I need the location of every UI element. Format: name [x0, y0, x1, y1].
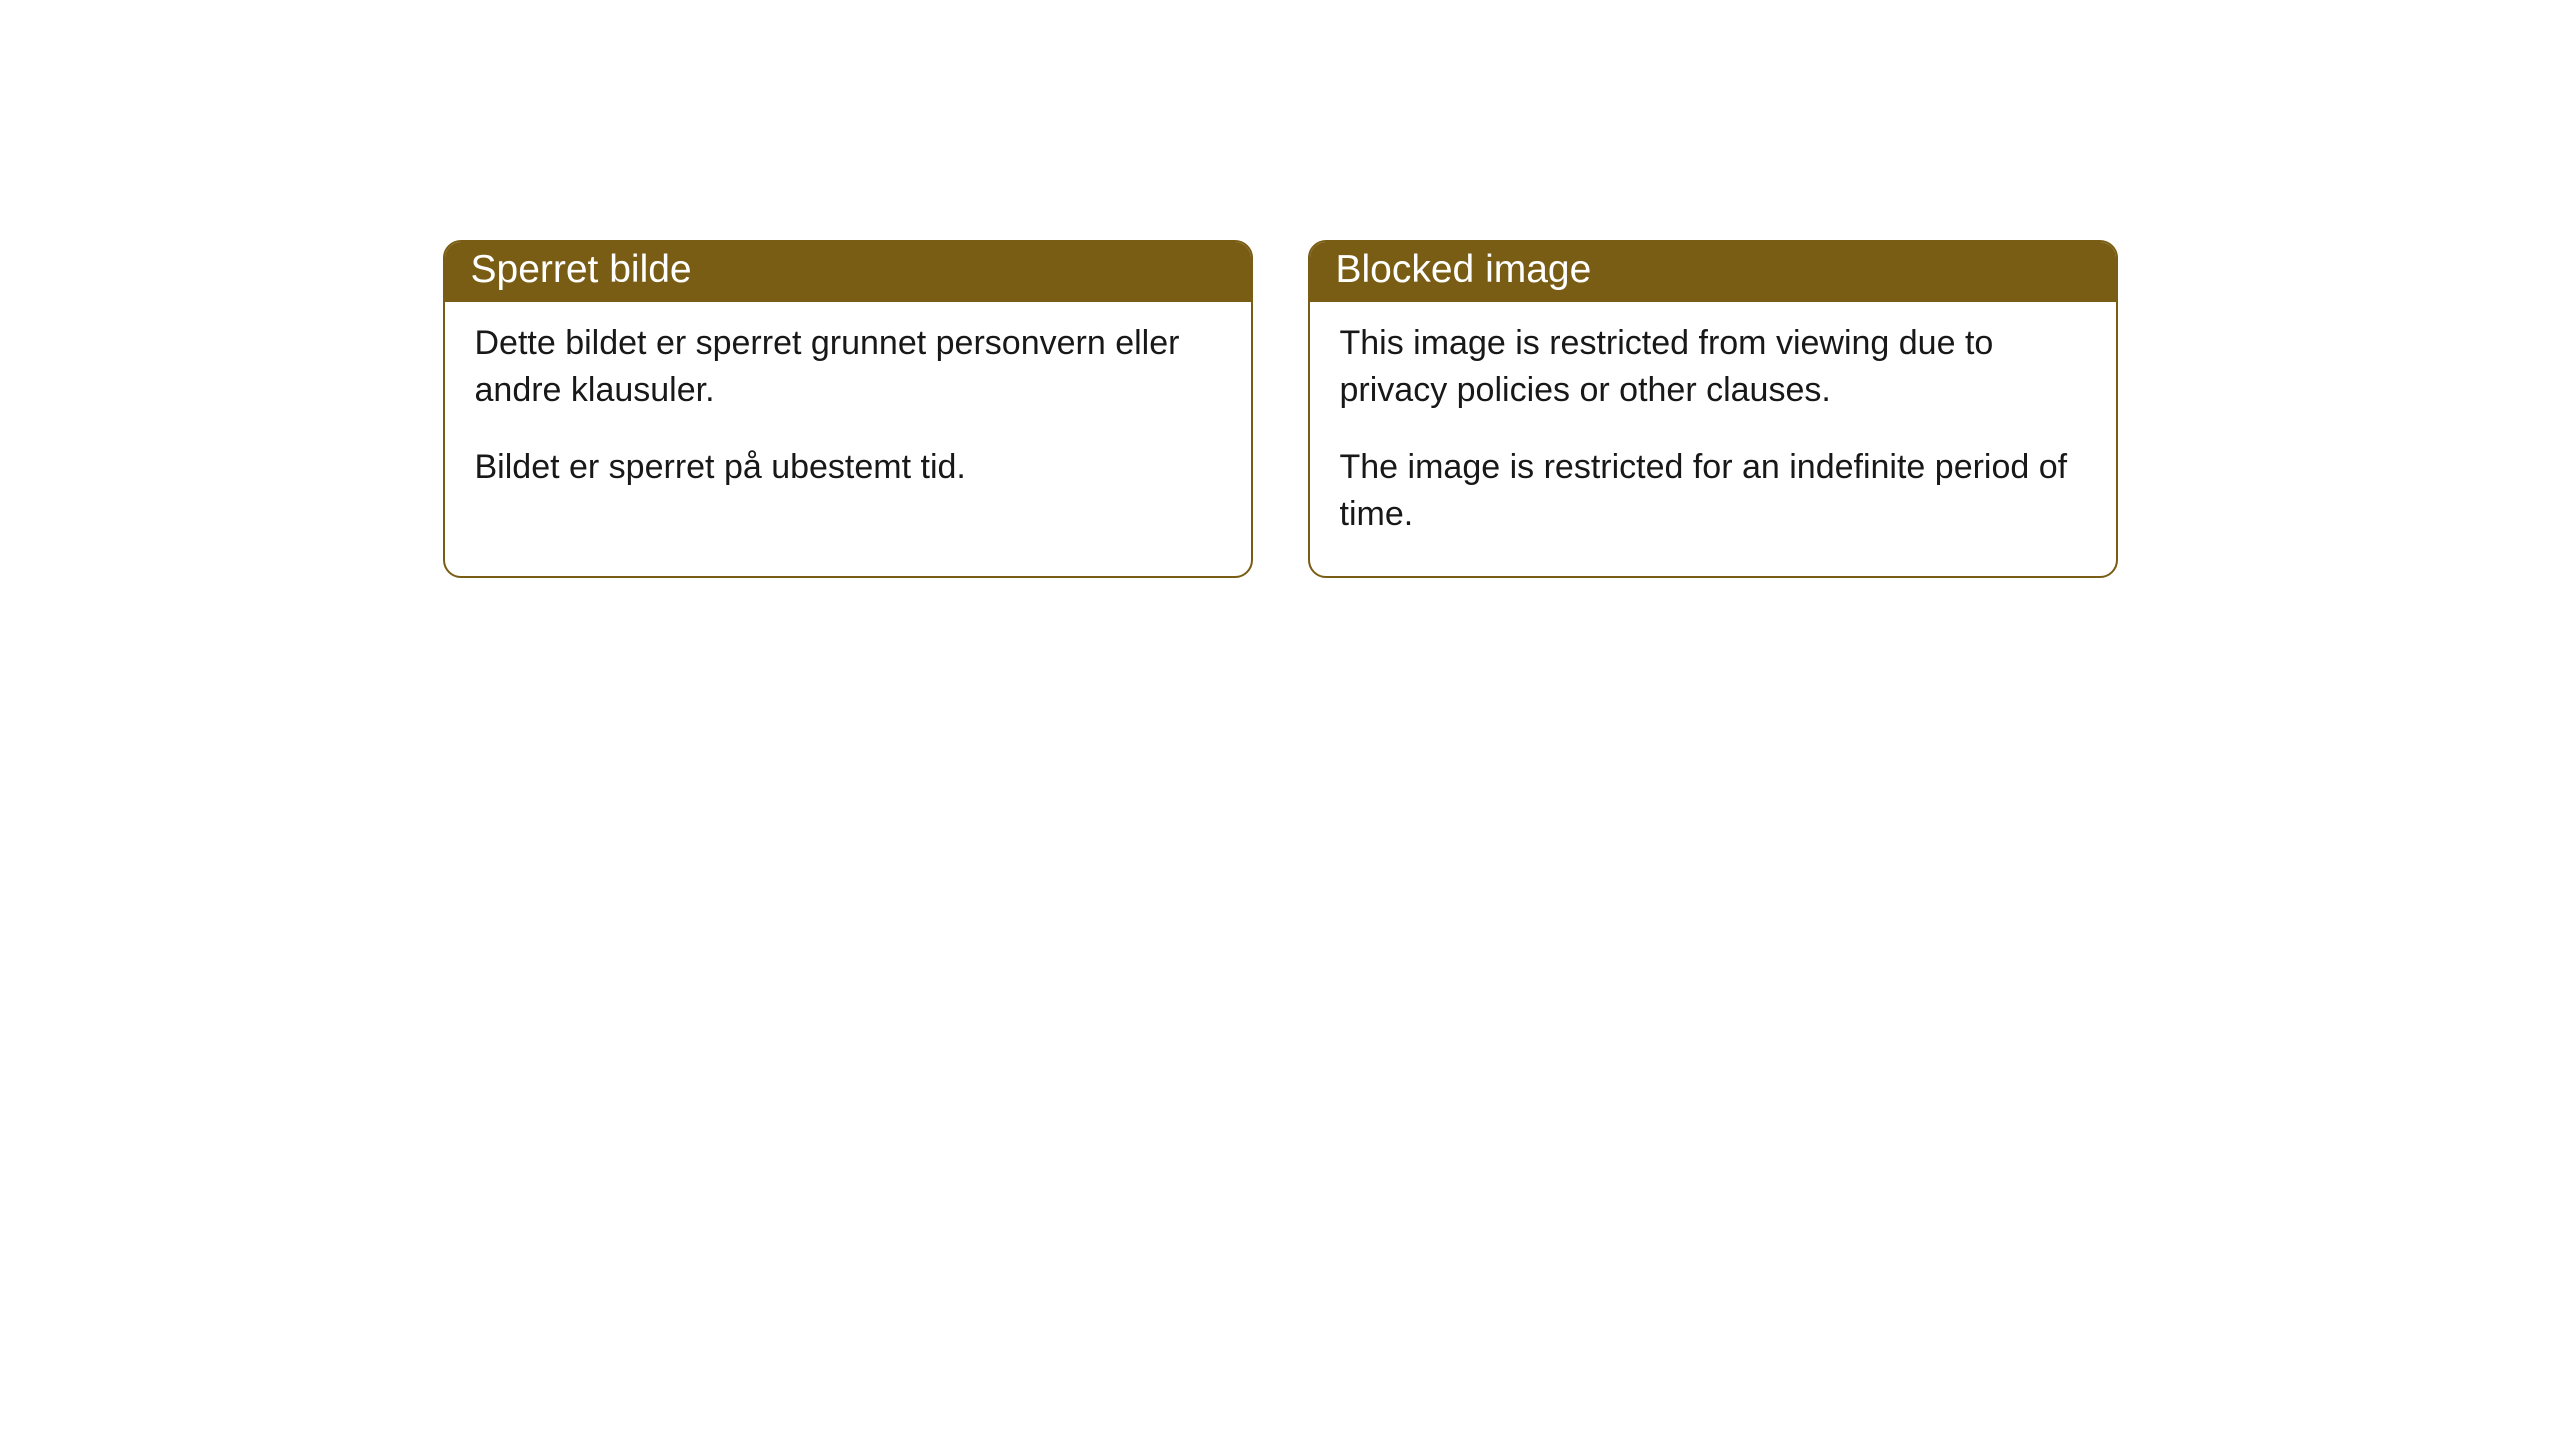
card-body: Dette bildet er sperret grunnet personve…	[445, 302, 1251, 529]
notice-cards-container: Sperret bilde Dette bildet er sperret gr…	[0, 240, 2560, 578]
notice-text: The image is restricted for an indefinit…	[1340, 444, 2086, 538]
card-header: Blocked image	[1310, 242, 2116, 302]
card-header: Sperret bilde	[445, 242, 1251, 302]
card-body: This image is restricted from viewing du…	[1310, 302, 2116, 576]
notice-text: This image is restricted from viewing du…	[1340, 320, 2086, 414]
notice-card-english: Blocked image This image is restricted f…	[1308, 240, 2118, 578]
notice-card-norwegian: Sperret bilde Dette bildet er sperret gr…	[443, 240, 1253, 578]
notice-text: Bildet er sperret på ubestemt tid.	[475, 444, 1221, 491]
notice-text: Dette bildet er sperret grunnet personve…	[475, 320, 1221, 414]
